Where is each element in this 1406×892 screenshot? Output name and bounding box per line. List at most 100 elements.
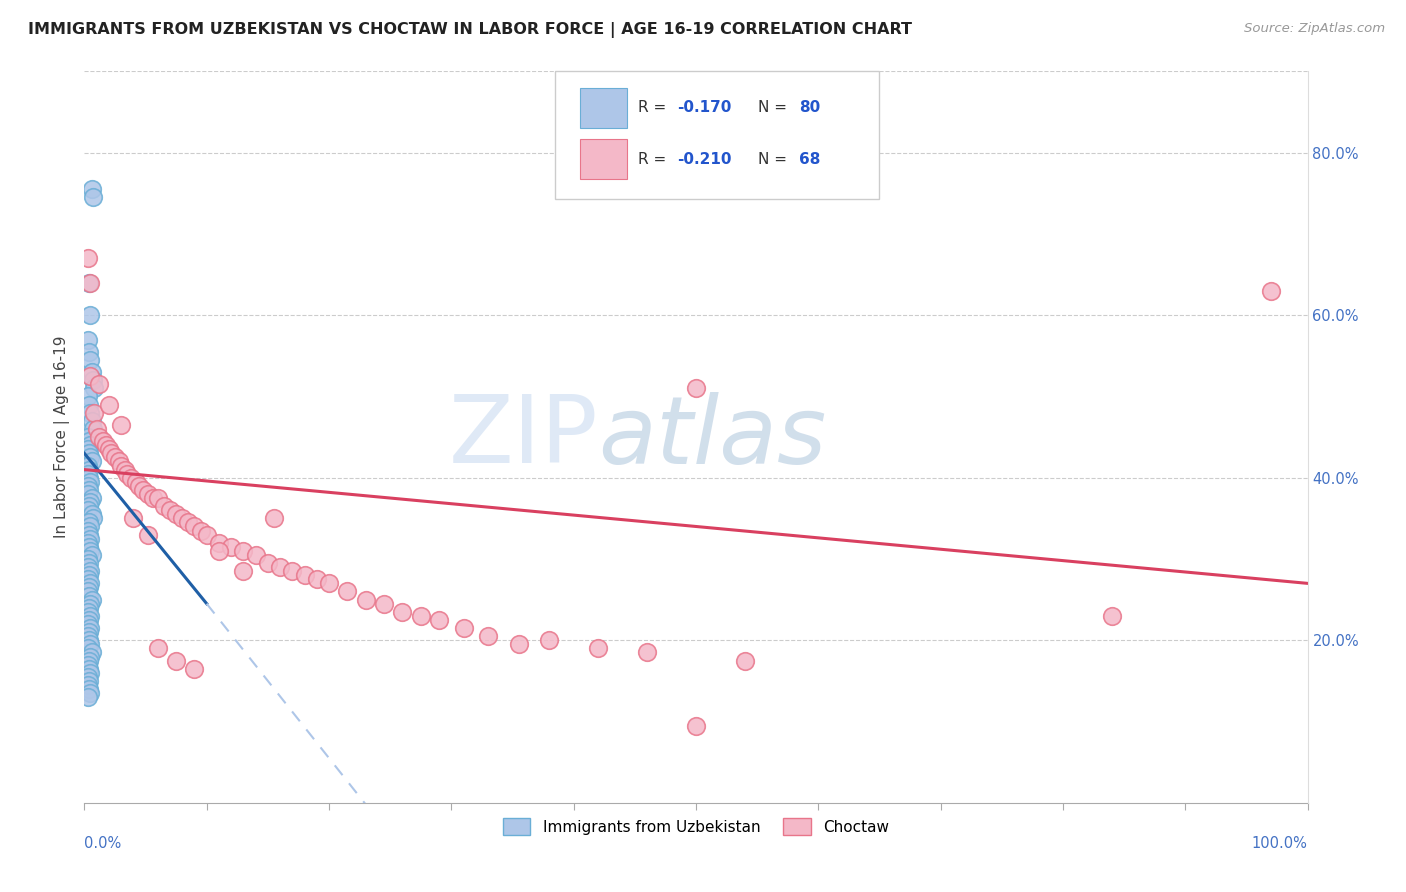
Point (391, 605, 413, 619)
Point (636, 645, 658, 659)
Point (79, 369, 101, 384)
Point (79, 665, 101, 680)
Point (373, 597, 395, 611)
Text: N =: N = (758, 101, 792, 115)
Point (107, 454, 129, 468)
Point (257, 556, 280, 570)
Point (79, 276, 101, 290)
Point (77, 605, 100, 619)
Text: 100.0%: 100.0% (1251, 836, 1308, 851)
Point (91, 434, 114, 449)
Point (269, 560, 291, 574)
Text: Source: ZipAtlas.com: Source: ZipAtlas.com (1244, 22, 1385, 36)
Point (305, 572, 328, 586)
Point (77, 556, 100, 570)
FancyBboxPatch shape (579, 88, 627, 128)
Point (77, 560, 100, 574)
Point (77, 487, 100, 501)
Point (79, 597, 101, 611)
Point (79, 564, 101, 578)
Point (208, 535, 231, 549)
Point (79, 406, 101, 420)
Point (245, 548, 267, 562)
Point (77, 625, 100, 640)
Point (79, 495, 101, 509)
Point (77, 617, 100, 632)
Point (354, 592, 377, 607)
Point (77, 344, 100, 359)
Point (79, 438, 101, 452)
Text: ZIP: ZIP (449, 391, 598, 483)
Point (82, 190, 104, 204)
Point (77, 276, 100, 290)
Point (146, 491, 169, 505)
Point (79, 308, 101, 322)
Point (77, 535, 100, 549)
Point (86, 422, 108, 436)
Point (219, 540, 242, 554)
Point (508, 637, 530, 651)
Point (427, 613, 450, 627)
Point (79, 532, 101, 546)
Point (115, 467, 138, 481)
Point (80, 491, 103, 505)
Point (409, 608, 432, 623)
Point (146, 641, 169, 656)
Point (77, 471, 100, 485)
Point (77, 430, 100, 444)
Point (79, 686, 101, 700)
Text: 80: 80 (799, 101, 820, 115)
Point (79, 450, 101, 465)
Point (77, 503, 100, 517)
Point (77, 690, 100, 705)
Point (79, 576, 101, 591)
Point (734, 654, 756, 668)
FancyBboxPatch shape (555, 71, 880, 200)
Point (136, 487, 159, 501)
Point (79, 621, 101, 635)
Point (77, 458, 100, 473)
Point (538, 633, 561, 648)
Point (183, 662, 205, 676)
Point (77, 589, 100, 603)
Point (77, 670, 100, 684)
Text: IMMIGRANTS FROM UZBEKISTAN VS CHOCTAW IN LABOR FORCE | AGE 16-19 CORRELATION CHA: IMMIGRANTS FROM UZBEKISTAN VS CHOCTAW IN… (28, 22, 912, 38)
Point (153, 499, 176, 513)
Point (80, 645, 103, 659)
Point (80, 592, 103, 607)
Point (77, 467, 100, 481)
Point (80, 548, 103, 562)
Point (232, 544, 254, 558)
Point (142, 491, 165, 505)
Point (77, 584, 100, 599)
Point (110, 458, 132, 473)
Point (263, 511, 285, 525)
Point (1101, 608, 1123, 623)
Point (80, 365, 103, 379)
Point (83, 381, 105, 395)
Point (79, 544, 101, 558)
Point (79, 637, 101, 651)
Text: 0.0%: 0.0% (84, 836, 121, 851)
Point (77, 479, 100, 493)
Point (77, 540, 100, 554)
Point (77, 442, 100, 457)
Point (77, 462, 100, 476)
Point (281, 564, 304, 578)
Point (96, 438, 118, 452)
Text: -0.210: -0.210 (678, 152, 733, 167)
Point (114, 462, 136, 476)
Point (80, 414, 103, 428)
Point (79, 608, 101, 623)
Point (177, 516, 200, 530)
Point (87, 377, 110, 392)
Point (232, 564, 254, 578)
Point (82, 511, 104, 525)
Point (685, 718, 707, 732)
Point (165, 508, 187, 522)
Point (87, 430, 110, 444)
Point (104, 450, 127, 465)
Legend: Immigrants from Uzbekistan, Choctaw: Immigrants from Uzbekistan, Choctaw (503, 818, 889, 836)
Point (77, 629, 100, 643)
Point (77, 681, 100, 696)
